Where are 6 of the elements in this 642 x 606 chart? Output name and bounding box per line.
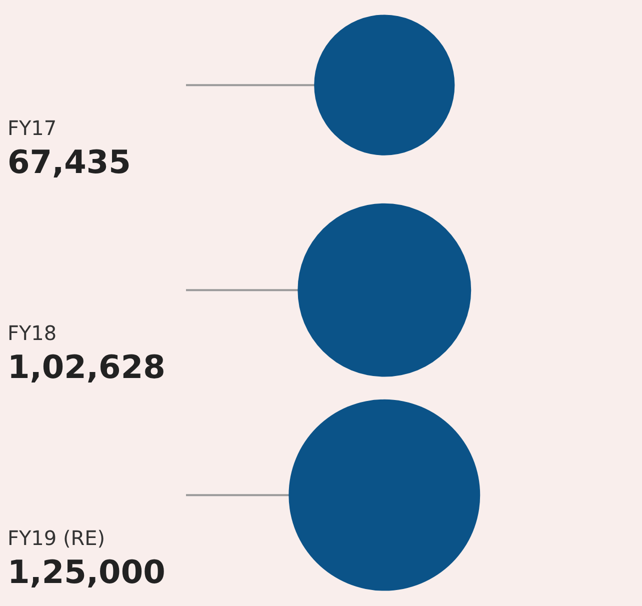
category-label: FY17 bbox=[7, 116, 57, 140]
data-label: 1,02,628 bbox=[7, 348, 166, 386]
data-label: 1,25,000 bbox=[7, 553, 166, 592]
category-label: FY18 bbox=[7, 321, 57, 346]
data-label: 67,435 bbox=[7, 143, 131, 182]
category-label: FY19 (RE) bbox=[7, 526, 106, 550]
